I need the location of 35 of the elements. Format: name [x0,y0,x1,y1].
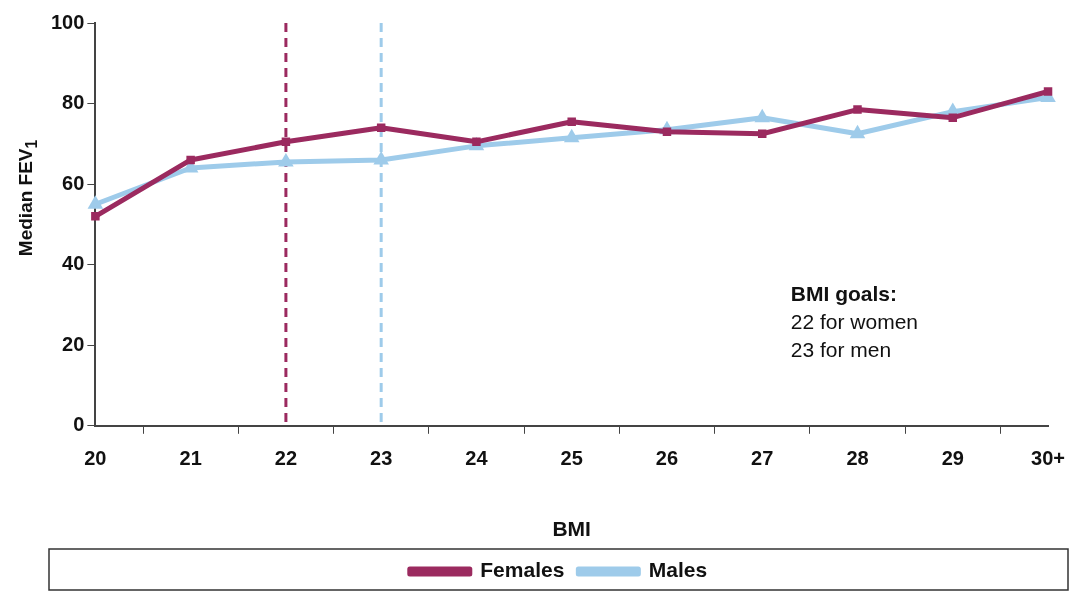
point [754,108,771,123]
x-tick-label: 28 [846,447,869,470]
x-tick-label: 30+ [1031,447,1066,470]
annotation: BMI goals: [790,282,897,306]
point [1043,87,1053,96]
legend-label: Females [480,558,565,582]
y-tick-label: 80 [62,91,85,114]
y-tick-label: 0 [73,413,85,436]
x-tick-label: 26 [655,447,679,470]
y-tick-label: 100 [50,10,85,33]
x-tick-label: 21 [179,447,202,470]
annotation: 22 for women [790,310,919,334]
point [186,155,195,165]
y-tick-label: 20 [62,332,85,355]
point [849,124,866,139]
point [567,117,576,126]
x-tick-label: 29 [941,447,964,470]
y-tick-label: 60 [62,171,85,194]
x-tick-label: 27 [751,447,774,470]
point [853,105,862,114]
point [563,128,580,143]
x-axis-title: BMI [552,517,591,541]
point [948,113,958,122]
annotation: 23 for men [790,338,892,362]
point [278,152,294,167]
x-tick-label: 24 [465,447,489,470]
x-tick-label: 22 [274,447,298,470]
point [373,150,389,165]
x-tick-label: 20 [84,447,107,470]
y-tick-label: 40 [62,252,85,275]
x-tick-label: 25 [560,447,583,470]
x-tick-label: 23 [370,447,393,470]
point [87,195,104,209]
legend-label: Males [648,558,708,582]
point [376,123,386,132]
